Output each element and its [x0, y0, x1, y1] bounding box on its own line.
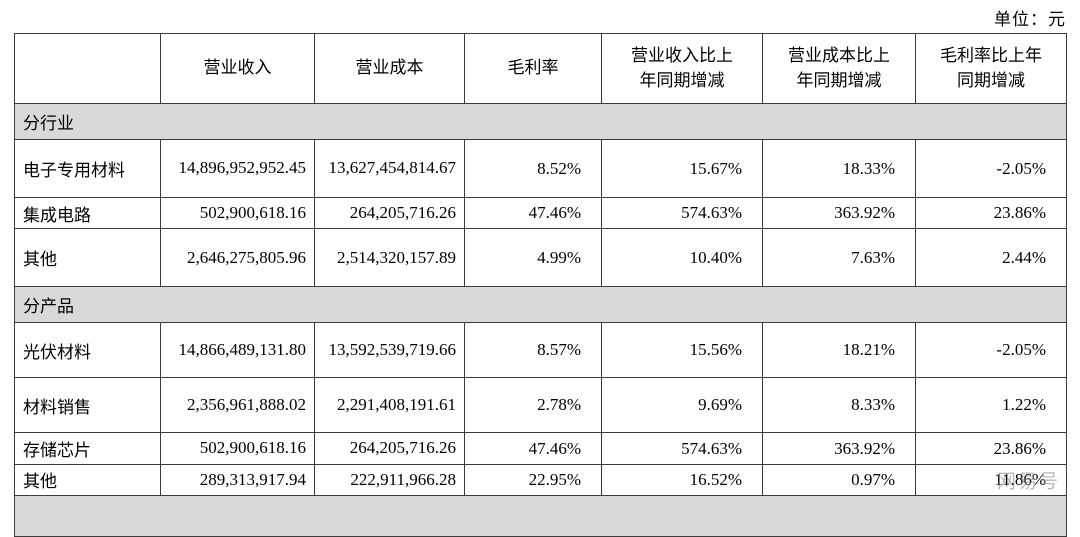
- header-cost-yoy: 营业成本比上年同期增减: [762, 33, 916, 104]
- table-row: 材料销售 2,356,961,888.02 2,291,408,191.61 2…: [14, 377, 1067, 434]
- header-blank: [14, 33, 161, 104]
- revenue-cell: 14,866,489,131.80: [160, 322, 315, 379]
- cost-yoy-cell: 7.63%: [762, 228, 916, 288]
- row-label: 存储芯片: [14, 432, 161, 465]
- cost-yoy-cell: 363.92%: [762, 432, 916, 465]
- revenue-yoy-cell: 9.69%: [601, 377, 763, 434]
- header-margin-yoy: 毛利率比上年同期增减: [915, 33, 1067, 104]
- margin-cell: 4.99%: [464, 228, 602, 288]
- financial-table: 营业收入 营业成本 毛利率 营业收入比上年同期增减 营业成本比上年同期增减 毛利…: [14, 33, 1067, 537]
- revenue-cell: 14,896,952,952.45: [160, 139, 315, 198]
- section-row-cutoff: [14, 495, 1067, 537]
- margin-yoy-cell: -2.05%: [915, 139, 1067, 198]
- margin-yoy-cell: 11.86% 网易号: [915, 463, 1067, 497]
- unit-label: 单位：元: [994, 10, 1066, 29]
- cost-cell: 2,291,408,191.61: [314, 377, 465, 434]
- margin-cell: 47.46%: [464, 432, 602, 465]
- row-label: 材料销售: [14, 377, 161, 434]
- section-label: 分行业: [14, 103, 1067, 140]
- header-revenue: 营业收入: [160, 33, 315, 104]
- margin-yoy-cell: -2.05%: [915, 322, 1067, 379]
- cost-cell: 13,592,539,719.66: [314, 322, 465, 379]
- cost-cell: 222,911,966.28: [314, 463, 465, 497]
- revenue-cell: 502,900,618.16: [160, 432, 315, 465]
- margin-yoy-cell: 23.86%: [915, 432, 1067, 465]
- row-label: 光伏材料: [14, 322, 161, 379]
- table-row: 光伏材料 14,866,489,131.80 13,592,539,719.66…: [14, 322, 1067, 379]
- cost-yoy-cell: 363.92%: [762, 196, 916, 230]
- cost-yoy-cell: 0.97%: [762, 463, 916, 497]
- section-label: 分产品: [14, 286, 1067, 324]
- revenue-cell: 2,356,961,888.02: [160, 377, 315, 434]
- revenue-yoy-cell: 16.52%: [601, 463, 763, 497]
- row-label: 集成电路: [14, 196, 161, 230]
- cost-cell: 13,627,454,814.67: [314, 139, 465, 198]
- cost-yoy-cell: 8.33%: [762, 377, 916, 434]
- revenue-cell: 502,900,618.16: [160, 196, 315, 230]
- cost-cell: 264,205,716.26: [314, 196, 465, 230]
- header-margin: 毛利率: [464, 33, 602, 104]
- margin-yoy-cell: 23.86%: [915, 196, 1067, 230]
- table-row: 电子专用材料 14,896,952,952.45 13,627,454,814.…: [14, 139, 1067, 198]
- section-row-by-industry: 分行业: [14, 103, 1067, 140]
- revenue-cell: 2,646,275,805.96: [160, 228, 315, 288]
- margin-cell: 8.52%: [464, 139, 602, 198]
- table-row: 存储芯片 502,900,618.16 264,205,716.26 47.46…: [14, 432, 1067, 465]
- revenue-yoy-cell: 574.63%: [601, 196, 763, 230]
- revenue-yoy-cell: 10.40%: [601, 228, 763, 288]
- margin-yoy-cell: 2.44%: [915, 228, 1067, 288]
- table-row: 其他 289,313,917.94 222,911,966.28 22.95% …: [14, 463, 1067, 497]
- cost-cell: 2,514,320,157.89: [314, 228, 465, 288]
- table-row: 其他 2,646,275,805.96 2,514,320,157.89 4.9…: [14, 228, 1067, 288]
- section-label: [14, 495, 1067, 537]
- cost-yoy-cell: 18.21%: [762, 322, 916, 379]
- header-row: 营业收入 营业成本 毛利率 营业收入比上年同期增减 营业成本比上年同期增减 毛利…: [14, 33, 1067, 104]
- revenue-yoy-cell: 15.56%: [601, 322, 763, 379]
- margin-cell: 22.95%: [464, 463, 602, 497]
- cost-yoy-cell: 18.33%: [762, 139, 916, 198]
- table-row: 集成电路 502,900,618.16 264,205,716.26 47.46…: [14, 196, 1067, 230]
- header-revenue-yoy: 营业收入比上年同期增减: [601, 33, 763, 104]
- cost-cell: 264,205,716.26: [314, 432, 465, 465]
- row-label: 其他: [14, 463, 161, 497]
- row-label: 其他: [14, 228, 161, 288]
- margin-cell: 2.78%: [464, 377, 602, 434]
- margin-cell: 47.46%: [464, 196, 602, 230]
- header-cost: 营业成本: [314, 33, 465, 104]
- margin-cell: 8.57%: [464, 322, 602, 379]
- revenue-yoy-cell: 15.67%: [601, 139, 763, 198]
- revenue-cell: 289,313,917.94: [160, 463, 315, 497]
- section-row-by-product: 分产品: [14, 286, 1067, 324]
- margin-yoy-value: 11.86%: [994, 469, 1046, 489]
- margin-yoy-cell: 1.22%: [915, 377, 1067, 434]
- row-label: 电子专用材料: [14, 139, 161, 198]
- revenue-yoy-cell: 574.63%: [601, 432, 763, 465]
